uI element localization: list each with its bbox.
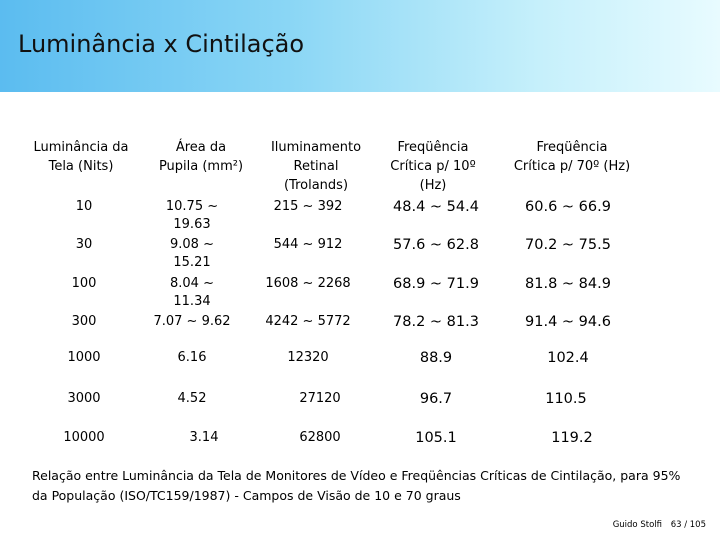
header-line: Freqüência xyxy=(397,140,469,155)
header-freq-70: Freqüência Crítica p/ 70º (Hz) xyxy=(504,138,640,176)
table-cell-luminance: 3000 xyxy=(67,391,101,406)
table-cell-illuminance: 1608 ~ 2268 xyxy=(265,276,351,291)
header-line: (Hz) xyxy=(419,178,447,193)
cell-line: 11.34 xyxy=(173,294,211,309)
header-line: Luminância da xyxy=(33,140,129,155)
author-name: Guido Stolfi xyxy=(612,520,662,530)
table-cell-freq10: 78.2 ~ 81.3 xyxy=(393,314,479,330)
header-line: Área da xyxy=(175,140,227,155)
header-line: (Trolands) xyxy=(283,178,349,193)
table-cell-illuminance: 62800 xyxy=(299,430,341,445)
table-cell-freq70: 70.2 ~ 75.5 xyxy=(525,237,611,253)
table-cell-luminance: 10 xyxy=(75,199,93,214)
table-cell-freq70: 60.6 ~ 66.9 xyxy=(525,199,611,215)
page-number: 63 / 105 xyxy=(670,520,706,530)
table-cell-pupil-area: 3.14 xyxy=(189,430,219,445)
cell-line: 10.75 ~ xyxy=(165,199,219,214)
table-cell-pupil-area: 9.08 ~ 15.21 xyxy=(150,236,234,272)
header-line: Crítica p/ 70º (Hz) xyxy=(513,159,631,174)
table-cell-luminance: 100 xyxy=(71,276,97,291)
table-cell-illuminance: 544 ~ 912 xyxy=(273,237,343,252)
table-caption: Relação entre Luminância da Tela de Moni… xyxy=(32,468,681,503)
table-cell-freq70: 110.5 xyxy=(545,391,587,407)
table-cell-freq70: 119.2 xyxy=(551,430,593,446)
table-cell-pupil-area: 6.16 xyxy=(177,350,207,365)
table-cell-luminance: 30 xyxy=(75,237,93,252)
header-luminance: Luminância da Tela (Nits) xyxy=(26,138,136,176)
table-cell-freq10: 48.4 ~ 54.4 xyxy=(393,199,479,215)
table-cell-freq70: 81.8 ~ 84.9 xyxy=(525,276,611,292)
table-cell-pupil-area: 7.07 ~ 9.62 xyxy=(153,314,231,329)
table-cell-illuminance: 215 ~ 392 xyxy=(273,199,343,214)
table-cell-freq10: 88.9 xyxy=(419,350,453,366)
table-cell-illuminance: 12320 xyxy=(287,350,329,365)
header-line: Freqüência xyxy=(536,140,608,155)
cell-line: 15.21 xyxy=(173,255,211,270)
cell-line: 8.04 ~ xyxy=(170,276,214,291)
table-cell-freq10: 105.1 xyxy=(415,430,457,446)
table-cell-pupil-area: 8.04 ~ 11.34 xyxy=(150,275,234,311)
title-banner xyxy=(0,0,720,92)
slide-footer: Guido Stolfi 63 / 105 xyxy=(607,520,706,530)
table-cell-freq10: 68.9 ~ 71.9 xyxy=(393,276,479,292)
table-cell-pupil-area: 4.52 xyxy=(177,391,207,406)
header-freq-10: Freqüência Crítica p/ 10º (Hz) xyxy=(378,138,488,195)
table-cell-freq10: 96.7 xyxy=(419,391,453,407)
header-retinal-illuminance: Iluminamento Retinal (Trolands) xyxy=(261,138,371,195)
cell-line: 9.08 ~ xyxy=(170,237,214,252)
cell-line: 19.63 xyxy=(173,217,211,232)
table-cell-luminance: 1000 xyxy=(67,350,101,365)
slide-title: Luminância x Cintilação xyxy=(18,30,305,58)
table-cell-luminance: 300 xyxy=(71,314,97,329)
table-cell-freq10: 57.6 ~ 62.8 xyxy=(393,237,479,253)
header-pupil-area: Área da Pupila (mm²) xyxy=(146,138,256,176)
table-cell-freq70: 102.4 xyxy=(547,350,589,366)
header-line: Iluminamento xyxy=(270,140,362,155)
header-line: Tela (Nits) xyxy=(48,159,114,174)
table-cell-illuminance: 4242 ~ 5772 xyxy=(265,314,351,329)
table-cell-pupil-area: 10.75 ~ 19.63 xyxy=(150,198,234,234)
header-line: Retinal xyxy=(293,159,339,174)
table-cell-luminance: 10000 xyxy=(63,430,105,445)
header-line: Pupila (mm²) xyxy=(158,159,244,174)
table-cell-freq70: 91.4 ~ 94.6 xyxy=(525,314,611,330)
header-line: Crítica p/ 10º xyxy=(390,159,476,174)
table-cell-illuminance: 27120 xyxy=(299,391,341,406)
